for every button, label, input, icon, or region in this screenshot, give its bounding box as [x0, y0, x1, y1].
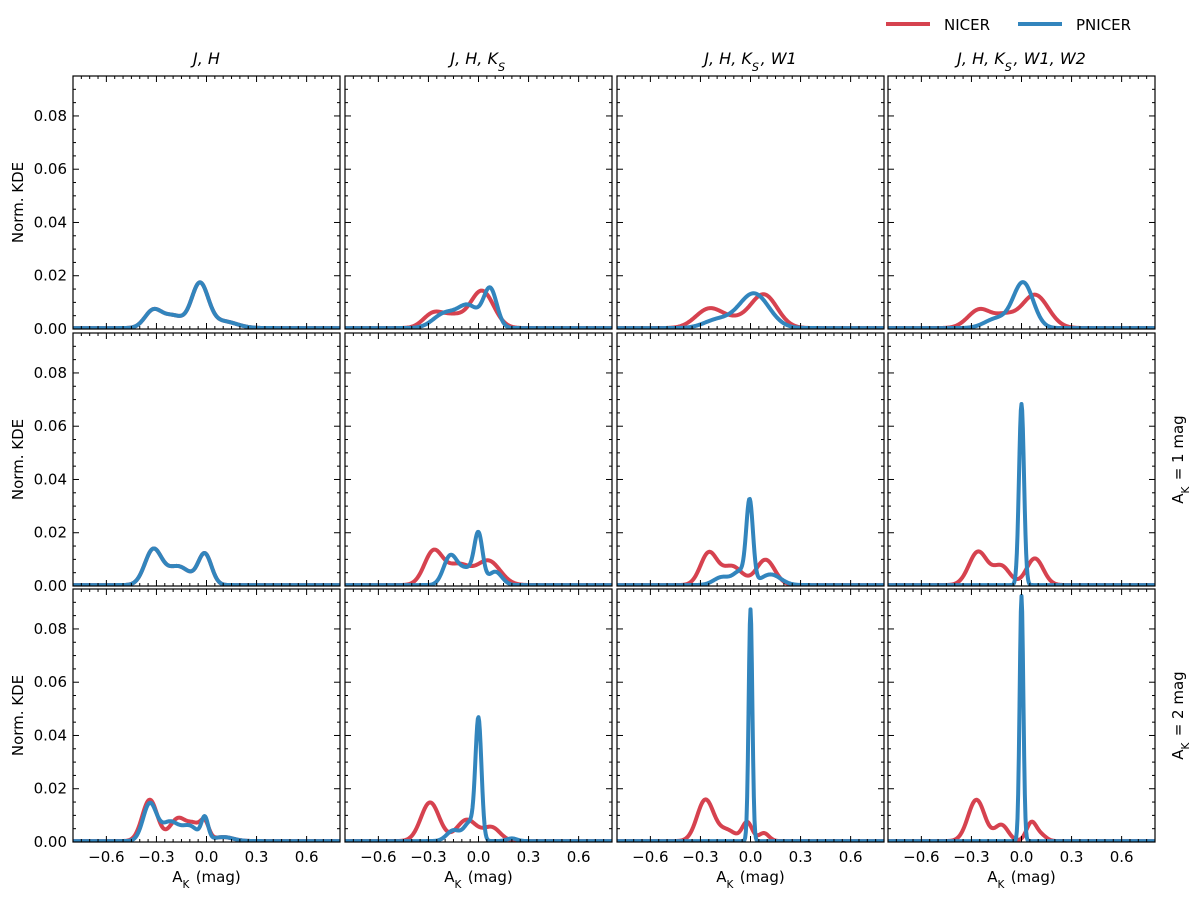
y-axis-label: Norm. KDE — [9, 419, 27, 500]
column-title: J, H — [190, 49, 220, 68]
y-tick-label: 0.00 — [34, 320, 67, 338]
panel-frame — [72, 332, 341, 587]
x-tick-label: −0.6 — [903, 848, 939, 866]
x-tick-label: −0.3 — [410, 848, 446, 866]
x-tick-label: 0.6 — [839, 848, 863, 866]
x-tick-label: −0.3 — [682, 848, 718, 866]
panel: −0.6 −0.3 0.0 0.3 0.6 — [344, 588, 613, 866]
y-tick-label: 0.08 — [34, 107, 67, 125]
x-tick-label: 0.0 — [739, 848, 763, 866]
x-tick-label: −0.6 — [632, 848, 668, 866]
panels: J, H J, H, KS J, H, KS , W1 J, H, KS , W1,… — [9, 49, 1192, 891]
series-line-pnicer — [345, 529, 612, 586]
series-line-pnicer — [617, 291, 884, 329]
panel: 0.00 0.02 0.04 0.06 0.08 — [34, 75, 341, 338]
panel — [887, 332, 1156, 587]
y-tick-label: 0.08 — [34, 364, 67, 382]
series-line-nicer — [345, 800, 612, 842]
series-line-nicer — [617, 797, 884, 842]
x-axis-label: AK (mag) — [987, 868, 1055, 891]
y-tick-label: 0.02 — [34, 524, 67, 542]
series-line-pnicer — [73, 800, 340, 842]
series-line-pnicer — [888, 594, 1155, 842]
y-tick-label: 0.02 — [34, 267, 67, 285]
panel-frame — [616, 332, 885, 587]
x-tick-label: 0.3 — [1060, 848, 1084, 866]
panel — [616, 332, 885, 587]
y-axis-label: Norm. KDE — [9, 675, 27, 756]
series-line-pnicer — [345, 715, 612, 842]
panel-frame — [616, 75, 885, 330]
panel: −0.6 −0.3 0.0 0.3 0.6 — [616, 588, 885, 866]
x-tick-label: 0.0 — [195, 848, 219, 866]
series-line-nicer — [345, 547, 612, 586]
panel — [887, 75, 1156, 330]
x-tick-label: −0.3 — [138, 848, 174, 866]
y-tick-label: 0.02 — [34, 780, 67, 798]
series-line-pnicer — [617, 607, 884, 842]
x-tick-label: −0.6 — [88, 848, 124, 866]
panel: 0.00 0.02 0.04 0.06 0.08 — [34, 332, 341, 595]
panel: 0.00 0.02 0.04 0.06 0.08 −0.6 −0.3 0.0 0.3 0.6 — [34, 588, 341, 866]
legend-label-pnicer: PNICER — [1076, 16, 1131, 34]
series-line-pnicer — [345, 285, 612, 329]
series-line-pnicer — [73, 546, 340, 586]
column-title: J, H, KS — [447, 49, 506, 74]
x-tick-label: 0.0 — [467, 848, 491, 866]
x-tick-label: 0.3 — [517, 848, 541, 866]
series-line-pnicer — [888, 401, 1155, 586]
y-tick-label: 0.04 — [34, 213, 67, 231]
x-tick-label: 0.3 — [789, 848, 813, 866]
series-line-pnicer — [888, 280, 1155, 329]
x-axis-label: AK (mag) — [716, 868, 784, 891]
panel-frame — [72, 588, 341, 843]
x-axis-label: AK (mag) — [172, 868, 240, 891]
legend: NICER PNICER — [886, 16, 1131, 34]
series-line-nicer — [617, 292, 884, 329]
x-tick-label: −0.3 — [953, 848, 989, 866]
legend-label-nicer: NICER — [944, 16, 990, 34]
y-tick-label: 0.00 — [34, 833, 67, 851]
y-axis-label: Norm. KDE — [9, 162, 27, 243]
y-tick-label: 0.00 — [34, 577, 67, 595]
x-tick-label: 0.0 — [1010, 848, 1034, 866]
column-title: J, H, KS , W1, W2 — [954, 49, 1086, 74]
x-tick-label: 0.3 — [245, 848, 269, 866]
y-tick-label: 0.08 — [34, 620, 67, 638]
panel-frame — [887, 75, 1156, 330]
y-tick-label: 0.04 — [34, 470, 67, 488]
series-line-pnicer — [617, 496, 884, 586]
panel-frame — [887, 332, 1156, 587]
y-tick-label: 0.06 — [34, 417, 67, 435]
series-line-pnicer — [73, 280, 340, 329]
panel-frame — [344, 332, 613, 587]
x-axis-label: AK (mag) — [444, 868, 512, 891]
panel: −0.6 −0.3 0.0 0.3 0.6 — [887, 588, 1156, 866]
x-tick-label: 0.6 — [1110, 848, 1134, 866]
x-tick-label: 0.6 — [567, 848, 591, 866]
y-tick-label: 0.04 — [34, 726, 67, 744]
y-tick-label: 0.06 — [34, 673, 67, 691]
x-tick-label: 0.6 — [295, 848, 319, 866]
series-line-nicer — [888, 797, 1155, 842]
row-label: AK = 1 mag — [1169, 415, 1192, 503]
series-line-nicer — [345, 288, 612, 329]
column-title: J, H, KS , W1 — [701, 49, 796, 74]
row-label: AK = 2 mag — [1169, 671, 1192, 759]
panel — [344, 75, 613, 330]
y-tick-label: 0.06 — [34, 160, 67, 178]
panel — [616, 75, 885, 330]
panel — [344, 332, 613, 587]
x-tick-label: −0.6 — [360, 848, 396, 866]
